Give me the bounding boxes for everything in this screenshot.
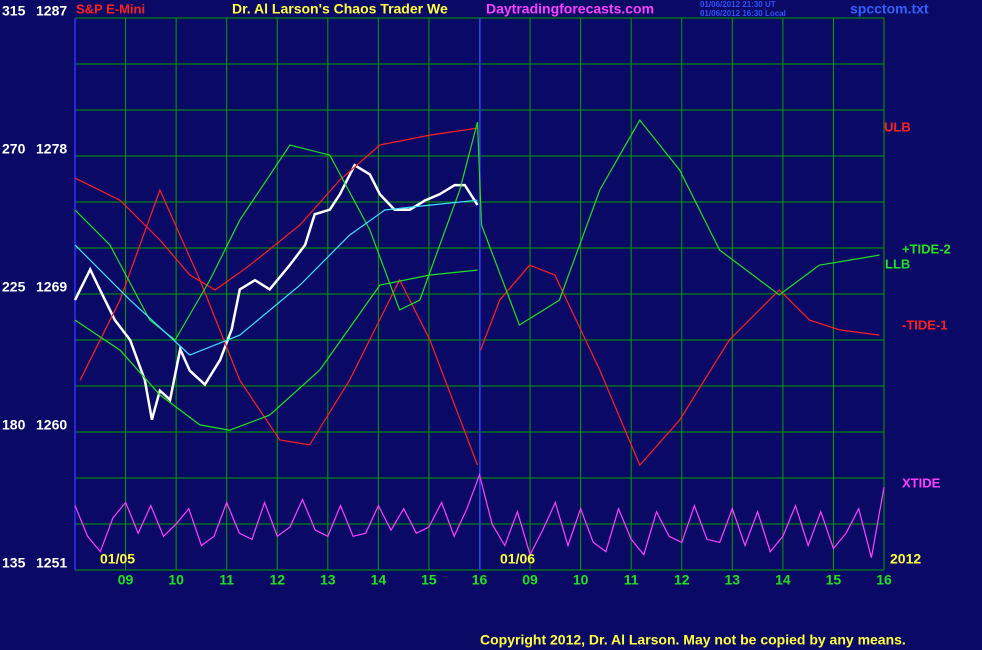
y2-tick-label: 1287 bbox=[36, 3, 67, 19]
x-tick-label: 16 bbox=[876, 572, 892, 588]
y-tick-label: 315 bbox=[2, 3, 26, 19]
series-label: XTIDE bbox=[902, 475, 941, 490]
y2-tick-label: 1251 bbox=[36, 555, 67, 571]
series-line bbox=[73, 163, 479, 421]
y2-tick-label: 1260 bbox=[36, 417, 67, 433]
timestamp: 01/06/2012 21:30 UT bbox=[700, 0, 776, 9]
x-tick-label: 11 bbox=[219, 572, 234, 588]
x-tick-label: 12 bbox=[269, 572, 285, 588]
timestamp: 01/06/2012 16:30 Local bbox=[700, 9, 786, 18]
day-label: 01/05 bbox=[100, 551, 135, 567]
copyright: Copyright 2012, Dr. Al Larson. May not b… bbox=[480, 632, 906, 648]
series-line bbox=[74, 269, 478, 431]
x-tick-label: 09 bbox=[118, 572, 134, 588]
x-tick-label: 10 bbox=[573, 572, 589, 588]
x-tick-label: 15 bbox=[826, 572, 842, 588]
series-label: ULB bbox=[884, 119, 911, 134]
x-tick-label: 10 bbox=[168, 572, 184, 588]
series-label: -TIDE-1 bbox=[902, 317, 948, 332]
file-name: spcctom.txt bbox=[850, 1, 929, 17]
y2-tick-label: 1278 bbox=[36, 141, 67, 157]
series-line bbox=[74, 199, 478, 356]
x-tick-label: 14 bbox=[371, 572, 387, 588]
y-tick-label: 135 bbox=[2, 555, 26, 571]
y-tick-label: 225 bbox=[2, 279, 26, 295]
data-layer bbox=[73, 119, 885, 558]
series-label: LLB bbox=[885, 256, 910, 271]
y2-tick-label: 1269 bbox=[36, 279, 67, 295]
y-tick-label: 270 bbox=[2, 141, 26, 157]
series-line bbox=[74, 472, 885, 558]
series-line bbox=[79, 188, 479, 466]
x-tick-label: 09 bbox=[522, 572, 538, 588]
y-tick-label: 180 bbox=[2, 417, 26, 433]
x-tick-label: 13 bbox=[725, 572, 741, 588]
day-label: 01/06 bbox=[500, 551, 535, 567]
series-line bbox=[479, 264, 880, 467]
x-tick-label: 16 bbox=[472, 572, 488, 588]
site-name: Daytradingforecasts.com bbox=[486, 1, 654, 17]
x-tick-label: 15 bbox=[421, 572, 437, 588]
x-tick-label: 12 bbox=[674, 572, 690, 588]
series-label: S&P E-Mini bbox=[76, 1, 145, 16]
x-tick-label: 14 bbox=[775, 572, 791, 588]
chart-title: Dr. Al Larson's Chaos Trader We bbox=[232, 1, 448, 17]
series-line bbox=[74, 119, 880, 341]
year-label: 2012 bbox=[890, 551, 921, 567]
series-label: +TIDE-2 bbox=[902, 241, 951, 256]
x-tick-label: 11 bbox=[624, 572, 639, 588]
x-tick-label: 13 bbox=[320, 572, 336, 588]
